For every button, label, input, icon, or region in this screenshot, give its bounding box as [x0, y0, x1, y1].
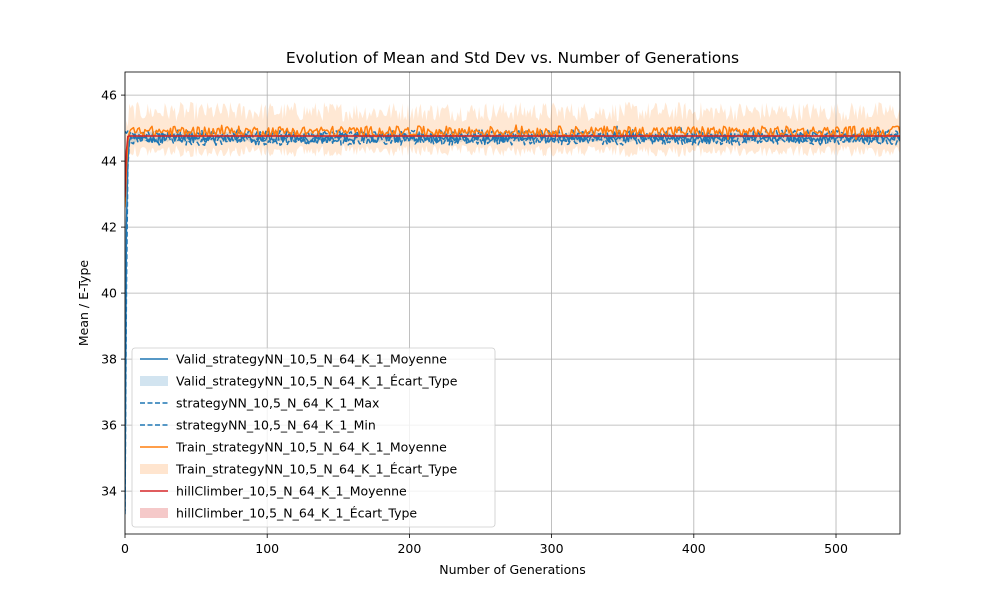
plot-frame: [124, 71, 901, 535]
legend-swatch: [140, 508, 168, 518]
y-axis: 34 36 38 40 42 44 46: [101, 88, 125, 499]
legend-entry: Valid_strategyNN_10,5_N_64_K_1_Écart_Typ…: [140, 374, 458, 389]
x-tick-label: 400: [682, 541, 706, 556]
x-axis-label: Number of Generations: [439, 562, 585, 577]
series-line: [125, 135, 900, 198]
legend: Valid_strategyNN_10,5_N_64_K_1_Moyenne Va…: [131, 347, 496, 528]
y-tick-label: 36: [101, 418, 117, 433]
y-tick-label: 46: [101, 88, 117, 103]
x-tick-label: 300: [540, 541, 564, 556]
x-tick-label: 100: [255, 541, 279, 556]
x-axis: 0 100 200 300 400 500: [121, 534, 848, 556]
legend-label: Valid_strategyNN_10,5_N_64_K_1_Écart_Typ…: [176, 374, 458, 389]
plot-area: [125, 101, 900, 515]
chart-title: Evolution of Mean and Std Dev vs. Number…: [286, 49, 739, 67]
legend-entry: Train_strategyNN_10,5_N_64_K_1_Moyenne: [140, 440, 447, 455]
legend-entry: strategyNN_10,5_N_64_K_1_Min: [140, 418, 376, 433]
legend-entry: Train_strategyNN_10,5_N_64_K_1_Écart_Typ…: [140, 462, 458, 477]
legend-swatch: [140, 376, 168, 386]
legend-label: hillClimber_10,5_N_64_K_1_Moyenne: [176, 484, 407, 499]
y-tick-label: 42: [101, 220, 117, 235]
y-axis-label: Mean / E-Type: [76, 260, 91, 346]
legend-entry: hillClimber_10,5_N_64_K_1_Moyenne: [140, 484, 407, 499]
legend-label: strategyNN_10,5_N_64_K_1_Max: [176, 396, 379, 411]
y-tick-label: 40: [101, 286, 117, 301]
legend-swatch: [140, 464, 168, 474]
y-tick-label: 44: [101, 154, 117, 169]
legend-entry: hillClimber_10,5_N_64_K_1_Écart_Type: [140, 506, 417, 521]
legend-box: [131, 347, 496, 528]
x-tick-label: 500: [824, 541, 848, 556]
std-band: [125, 101, 900, 205]
series-line: [125, 129, 900, 511]
x-tick-label: 0: [121, 541, 129, 556]
legend-label: hillClimber_10,5_N_64_K_1_Écart_Type: [176, 506, 417, 521]
series-line: [125, 124, 900, 208]
y-tick-label: 34: [101, 484, 117, 499]
legend-label: Train_strategyNN_10,5_N_64_K_1_Moyenne: [175, 440, 447, 455]
legend-entry: Valid_strategyNN_10,5_N_64_K_1_Moyenne: [140, 352, 447, 367]
legend-entry: strategyNN_10,5_N_64_K_1_Max: [140, 396, 379, 411]
x-tick-label: 200: [397, 541, 421, 556]
legend-label: Train_strategyNN_10,5_N_64_K_1_Écart_Typ…: [175, 462, 458, 477]
legend-label: strategyNN_10,5_N_64_K_1_Min: [176, 418, 376, 433]
legend-label: Valid_strategyNN_10,5_N_64_K_1_Moyenne: [176, 352, 447, 367]
y-tick-label: 38: [101, 352, 117, 367]
series-lines: [125, 124, 900, 515]
